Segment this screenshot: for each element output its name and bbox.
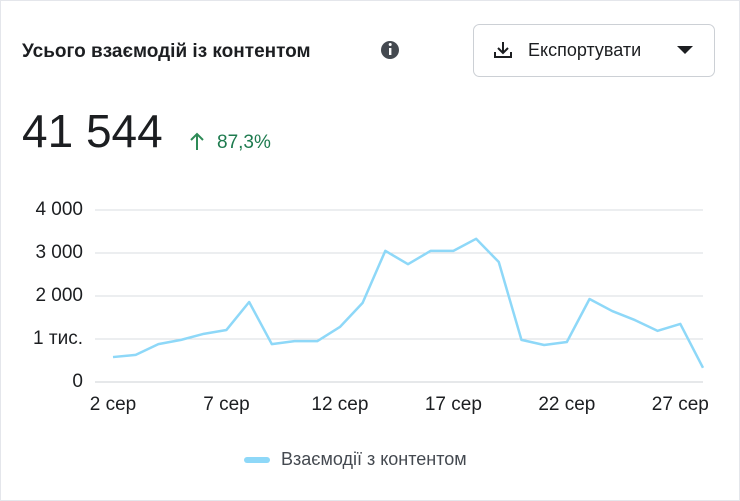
card-title: Усього взаємодій із контентом	[22, 41, 311, 62]
total-value: 41 544	[22, 105, 163, 157]
x-tick-label: 7 сер	[203, 394, 249, 415]
x-tick-label: 22 сер	[538, 394, 595, 415]
up-arrow	[190, 132, 204, 150]
y-tick-label: 1 тис.	[33, 328, 83, 349]
legend-label: Взаємодії з контентом	[281, 449, 467, 469]
x-tick-label: 2 сер	[90, 394, 136, 415]
x-tick-label: 12 сер	[311, 394, 368, 415]
export-label: Експортувати	[528, 40, 641, 60]
x-tick-label: 17 сер	[425, 394, 482, 415]
change-value: 87,3%	[217, 132, 271, 153]
y-tick-label: 4 000	[35, 199, 83, 220]
export-button[interactable]: Експортувати	[473, 24, 715, 77]
line-series	[112, 237, 705, 369]
x-tick-label: 27 сер	[652, 394, 709, 415]
y-tick-label: 0	[72, 371, 83, 392]
y-tick-label: 3 000	[35, 242, 83, 263]
info-icon[interactable]	[381, 41, 399, 59]
y-tick-label: 2 000	[35, 285, 83, 306]
